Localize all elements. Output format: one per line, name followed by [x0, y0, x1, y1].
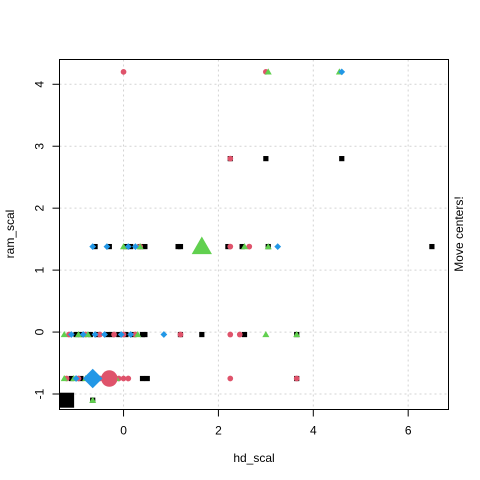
- data-point: [293, 331, 301, 338]
- y-tick-label: 1: [33, 266, 47, 273]
- x-tick-label: 0: [120, 424, 127, 438]
- data-point: [60, 331, 68, 338]
- data-point: [127, 331, 135, 338]
- y-axis: -1 0 1 2 3 4: [33, 81, 60, 399]
- data-point: [274, 243, 282, 250]
- data-point: [132, 243, 139, 250]
- data-point: [68, 375, 74, 382]
- data-point: [264, 68, 272, 75]
- data-point: [79, 331, 87, 338]
- data-point: [227, 243, 234, 250]
- data-point: [338, 68, 346, 76]
- data-point: [142, 331, 148, 338]
- y-tick-label: -1: [33, 388, 47, 399]
- data-point: [227, 331, 234, 338]
- data-point: [84, 331, 92, 338]
- data-point: [120, 375, 127, 382]
- move-centers-button[interactable]: Move centers!: [452, 196, 466, 271]
- data-point: [91, 331, 99, 338]
- data-point: [236, 331, 243, 338]
- data-point: [239, 243, 245, 250]
- data-point: [60, 375, 68, 382]
- plot-box: [59, 59, 449, 410]
- cluster-center: [101, 370, 118, 387]
- data-point: [89, 243, 97, 250]
- data-point: [262, 331, 270, 338]
- data-point: [117, 331, 125, 338]
- data-point: [74, 331, 82, 338]
- data-point: [246, 243, 253, 250]
- data-point: [293, 375, 300, 382]
- data-point: [87, 331, 93, 338]
- grid-lines: [59, 59, 449, 410]
- data-point: [263, 156, 269, 162]
- data-point: [227, 375, 234, 382]
- x-tick-label: 2: [215, 424, 222, 438]
- y-tick-label: 2: [33, 205, 47, 212]
- data-point: [72, 375, 80, 382]
- x-tick-label: 6: [405, 424, 412, 438]
- x-axis-title: hd_scal: [233, 451, 274, 465]
- y-tick-label: 3: [33, 143, 47, 150]
- cluster-center: [82, 368, 103, 389]
- cluster-center: [191, 236, 212, 255]
- y-tick-label: 0: [33, 328, 47, 335]
- data-point: [101, 331, 108, 338]
- data-point: [96, 331, 103, 338]
- data-point: [177, 331, 184, 338]
- data-point: [199, 331, 205, 338]
- data-point: [120, 69, 127, 75]
- cluster-center: [59, 392, 75, 408]
- data-point: [264, 243, 272, 250]
- data-point: [241, 331, 248, 338]
- data-points: [60, 68, 435, 403]
- data-point: [125, 375, 132, 382]
- data-point: [67, 331, 75, 338]
- data-point: [144, 375, 150, 382]
- data-point: [73, 331, 79, 338]
- data-point: [241, 243, 249, 250]
- data-point: [124, 243, 132, 250]
- y-tick-label: 4: [33, 81, 47, 88]
- data-point: [103, 243, 111, 250]
- data-point: [136, 243, 144, 250]
- data-point: [134, 331, 142, 338]
- data-point: [227, 155, 234, 162]
- data-point: [120, 243, 128, 250]
- data-point: [429, 243, 435, 250]
- x-tick-label: 4: [310, 424, 317, 438]
- x-axis: 0 2 4 6: [120, 409, 412, 438]
- data-point: [142, 243, 148, 250]
- data-point: [89, 396, 97, 403]
- y-axis-title: ram_scal: [3, 210, 17, 259]
- data-point: [177, 243, 184, 250]
- cluster-centers: [59, 236, 212, 408]
- data-point: [139, 375, 146, 382]
- data-point: [160, 331, 168, 338]
- data-point: [339, 156, 345, 162]
- data-point: [111, 331, 117, 338]
